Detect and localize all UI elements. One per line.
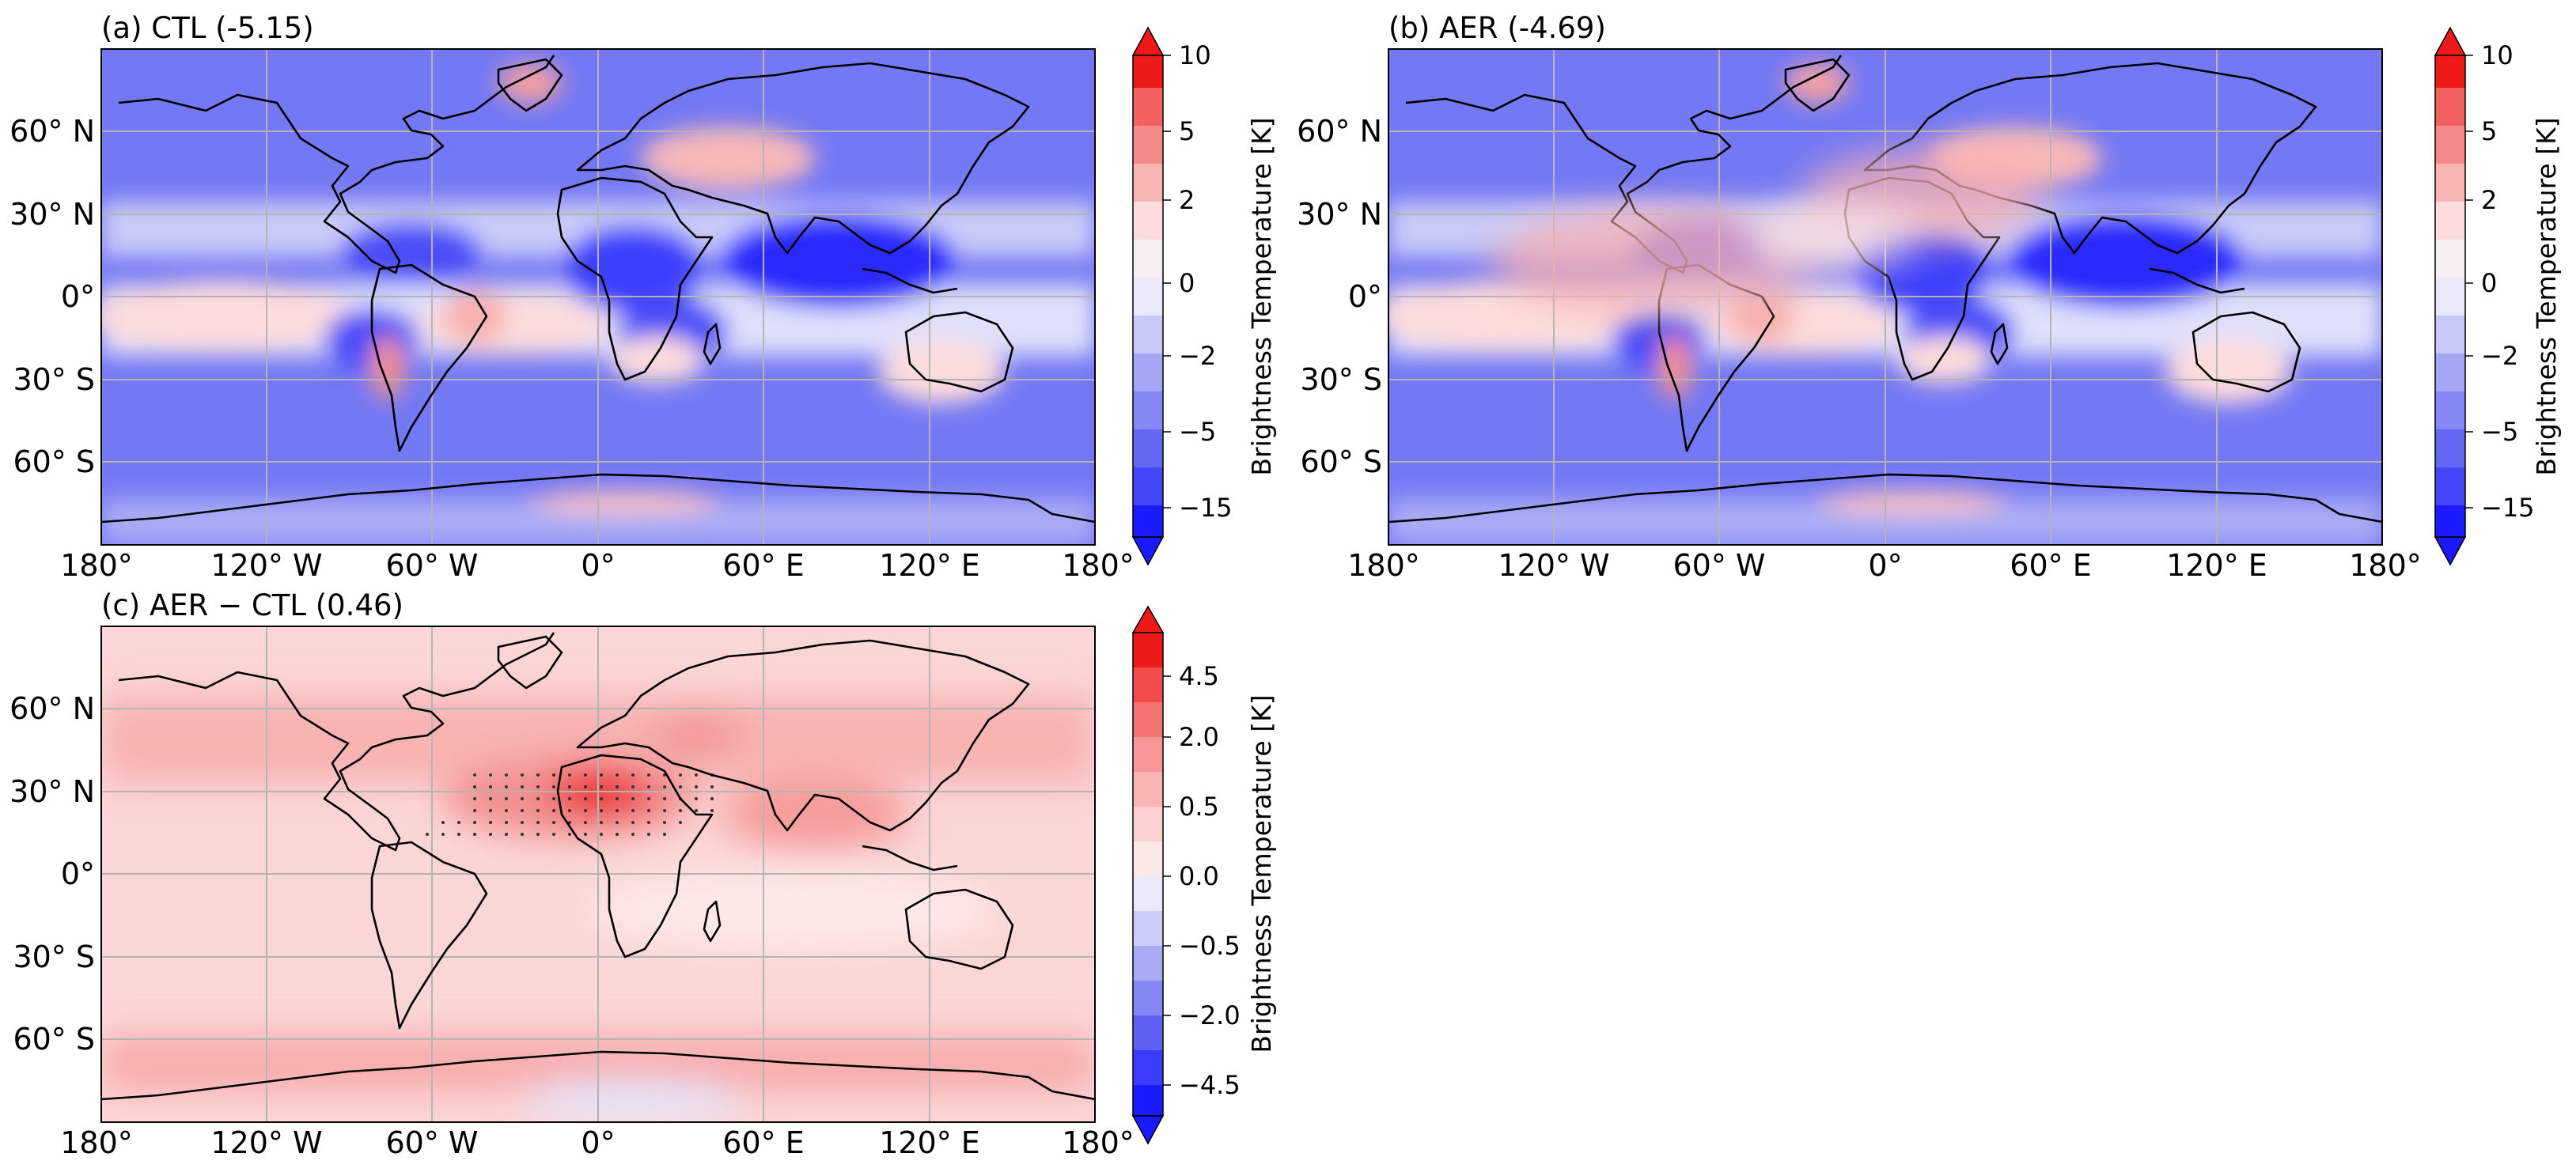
lat-tick-a-2: 0° [61, 279, 95, 314]
colorbar-c-tick-5: −2.0 [1179, 1000, 1241, 1030]
colorbar-a-tick-5: −5 [1179, 417, 1216, 447]
colorbar-c-extend-max [1131, 605, 1165, 633]
colorbar-a-levels [1133, 55, 1163, 537]
lon-ticks-a: 180° 120° W 60° W 0° 60° E 120° E 180° [60, 548, 1135, 583]
lat-tick-a-4: 60° S [13, 444, 95, 479]
panel-c: (c) AER − CTL (0.46) [100, 588, 1096, 1123]
lon-tick-a-2: 60° W [385, 548, 478, 583]
lon-ticks-c: 180° 120° W 60° W 0° 60° E 120° E 180° [60, 1125, 1135, 1160]
lon-tick-b-1: 120° W [1498, 548, 1609, 583]
colorbar-a-tick-6: −15 [1179, 493, 1233, 523]
colorbar-b-extend-min [2434, 536, 2467, 566]
lat-ticks-b: 60° N 30° N 0° 30° S 60° S [1297, 114, 1382, 479]
lon-tick-c-2: 60° W [385, 1125, 478, 1160]
lat-tick-b-3: 30° S [1300, 362, 1382, 397]
panel-b-aerosol-anomaly [1493, 150, 2039, 316]
colorbar-c-extend-min [1131, 1115, 1165, 1145]
colorbar-b-tick-1: 5 [2481, 116, 2497, 146]
lon-tick-a-5: 120° E [879, 548, 980, 583]
colorbar-c-levels [1133, 633, 1163, 1116]
colorbar-c-tick-6: −4.5 [1179, 1070, 1241, 1100]
lat-tick-c-0: 60° N [9, 691, 95, 726]
lon-tick-b-5: 120° E [2166, 548, 2267, 583]
lon-tick-a-4: 60° E [722, 548, 804, 583]
lon-tick-b-6: 180° [2349, 548, 2422, 583]
lon-tick-c-0: 180° [60, 1125, 133, 1160]
lon-tick-c-3: 0° [581, 1125, 615, 1160]
lon-tick-b-3: 0° [1868, 548, 1902, 583]
lon-tick-c-5: 120° E [879, 1125, 980, 1160]
colorbar-b-label: Brightness Temperature [K] [2531, 117, 2562, 475]
lat-tick-b-0: 60° N [1297, 114, 1382, 149]
lat-tick-c-4: 60° S [13, 1022, 95, 1057]
lat-tick-c-1: 30° N [9, 774, 95, 809]
lon-tick-b-2: 60° W [1673, 548, 1765, 583]
colorbar-b-tick-6: −15 [2481, 493, 2535, 523]
panel-b-frame [1388, 48, 2383, 546]
colorbar-a: 10 5 2 0 −2 −5 −15 Brightness Temperatur… [1131, 26, 1277, 566]
colorbar-a-extend-min [1131, 536, 1165, 566]
lon-ticks-b: 180° 120° W 60° W 0° 60° E 120° E 180° [1347, 548, 2422, 583]
colorbar-c-tick-2: 0.5 [1179, 792, 1219, 822]
colorbar-b-levels [2435, 55, 2465, 537]
colorbar-a-tick-0: 10 [1179, 40, 1211, 70]
lat-tick-c-2: 0° [61, 856, 95, 891]
lon-tick-a-0: 180° [60, 548, 133, 583]
lon-tick-a-6: 180° [1062, 548, 1135, 583]
lon-tick-a-1: 120° W [210, 548, 322, 583]
colorbar-c-label: Brightness Temperature [K] [1246, 694, 1277, 1053]
panel-b: (b) AER (-4.69) [1374, 11, 2383, 546]
colorbar-c: 4.5 2.0 0.5 0.0 −0.5 −2.0 −4.5 Brightnes… [1131, 605, 1277, 1145]
colorbar-b-tick-5: −5 [2481, 417, 2518, 447]
lat-ticks-a: 60° N 30° N 0° 30° S 60° S [9, 114, 95, 479]
colorbar-a-tick-4: −2 [1179, 341, 1216, 371]
panel-c-map [101, 626, 1095, 1122]
lon-tick-b-0: 180° [1347, 548, 1420, 583]
lon-tick-c-4: 60° E [722, 1125, 804, 1160]
panel-b-title: (b) AER (-4.69) [1388, 11, 1606, 45]
colorbar-b-tick-3: 0 [2481, 268, 2497, 298]
colorbar-c-tick-1: 2.0 [1179, 722, 1219, 752]
panel-c-title: (c) AER − CTL (0.46) [101, 588, 403, 622]
panel-a-map [87, 49, 1095, 546]
lat-tick-b-1: 30° N [1297, 197, 1382, 232]
panel-a: (a) CTL (-5.15) [87, 11, 1096, 546]
colorbar-c-tick-4: −0.5 [1179, 931, 1241, 961]
colorbar-a-tick-3: 0 [1179, 268, 1195, 298]
colorbar-b: 10 5 2 0 −2 −5 −15 Brightness Temperatur… [2434, 26, 2562, 566]
colorbar-c-tick-3: 0.0 [1179, 861, 1219, 891]
panel-b-map [1374, 49, 2382, 546]
colorbar-c-tick-0: 4.5 [1179, 661, 1219, 691]
lat-tick-a-3: 30° S [13, 362, 95, 397]
panel-a-title: (a) CTL (-5.15) [101, 11, 314, 45]
colorbar-a-tick-1: 5 [1179, 116, 1195, 146]
lon-tick-a-3: 0° [581, 548, 615, 583]
lat-tick-a-1: 30° N [9, 197, 95, 232]
lat-tick-a-0: 60° N [9, 114, 95, 149]
colorbar-b-extend-max [2434, 26, 2467, 56]
colorbar-b-tick-4: −2 [2481, 341, 2518, 371]
lat-tick-b-2: 0° [1348, 279, 1382, 314]
lon-tick-c-1: 120° W [210, 1125, 322, 1160]
lat-ticks-c: 60° N 30° N 0° 30° S 60° S [9, 691, 95, 1057]
colorbar-a-extend-max [1131, 26, 1165, 56]
lat-tick-c-3: 30° S [13, 939, 95, 974]
panel-a-frame [100, 48, 1096, 546]
colorbar-a-label: Brightness Temperature [K] [1246, 117, 1277, 475]
lon-tick-b-4: 60° E [2010, 548, 2091, 583]
lat-tick-b-4: 60° S [1300, 444, 1382, 479]
panel-c-frame [100, 626, 1096, 1123]
lon-tick-c-6: 180° [1062, 1125, 1135, 1160]
colorbar-b-tick-0: 10 [2481, 40, 2513, 70]
colorbar-a-tick-2: 2 [1179, 185, 1195, 215]
colorbar-b-tick-2: 2 [2481, 185, 2497, 215]
